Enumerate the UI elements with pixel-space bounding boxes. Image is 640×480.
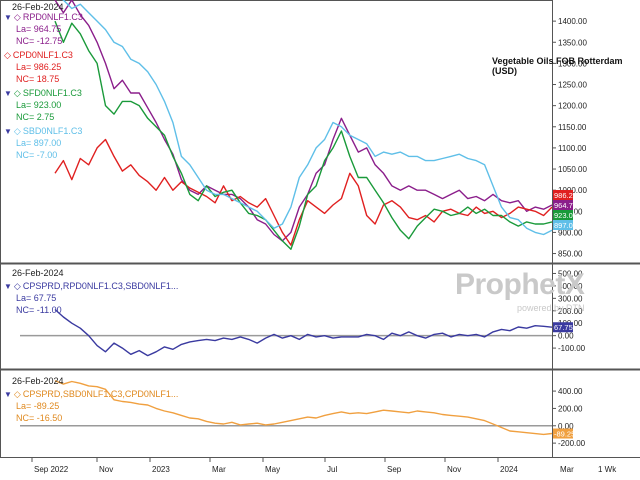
x-tick-label: Jul xyxy=(327,465,337,474)
y-tick-label: 400.00 xyxy=(558,282,583,291)
legend-cpd[interactable]: ◇ CPD0NLF1.C3 xyxy=(4,50,73,60)
y-tick-label: 1050.00 xyxy=(558,165,587,174)
logo-tagline: powered by DTN xyxy=(517,303,585,313)
last-value-tag xyxy=(553,200,573,210)
triangle-down-icon: ▼ xyxy=(4,390,12,399)
last-value-label: 964.75 xyxy=(554,201,577,210)
diamond-icon: ◇ xyxy=(13,12,21,22)
legend-rpd-last: La= 964.75 xyxy=(16,24,62,34)
y-tick-label: 200.00 xyxy=(558,307,583,316)
panel1-title: Vegetable Oils FOB Rotterdam (USD) xyxy=(492,56,623,76)
legend-sbd-change: NC= -7.00 xyxy=(16,150,58,160)
panel2-date: 26-Feb-2024 xyxy=(12,268,64,278)
y-tick-label: 0.00 xyxy=(558,332,574,341)
y-tick-label: -100.00 xyxy=(558,344,586,353)
legend-sbd-last: La= 897.00 xyxy=(16,138,62,148)
legend-rpd-change: NC= -12.75 xyxy=(16,36,63,46)
y-tick-label: 300.00 xyxy=(558,294,583,303)
last-value-tag xyxy=(553,428,573,439)
x-tick-label: Mar xyxy=(212,465,226,474)
x-tick-label: Sep 2022 xyxy=(34,465,69,474)
y-tick-label: 200.00 xyxy=(558,404,583,413)
y-tick-label: 900.00 xyxy=(558,228,583,237)
y-tick-label: 850.00 xyxy=(558,250,583,259)
x-tick-label: Nov xyxy=(99,465,113,474)
y-tick-label: 500.00 xyxy=(558,269,583,278)
x-tick-label: 2024 xyxy=(500,465,518,474)
last-value-tag xyxy=(553,210,573,220)
legend-sfd[interactable]: ▼ ◇ SFD0NLF1.C3 xyxy=(4,88,82,98)
x-corner-label: 1 Wk xyxy=(598,465,617,474)
y-tick-label: 1350.00 xyxy=(558,38,587,47)
legend-spread1-change: NC= -11.00 xyxy=(16,305,62,315)
legend-sbd[interactable]: ▼ ◇ SBD0NLF1.C3 xyxy=(4,126,83,136)
last-value-label: 986.25 xyxy=(554,191,577,200)
y-tick-label: 0.00 xyxy=(558,422,574,431)
triangle-down-icon: ▼ xyxy=(4,127,12,136)
legend-cpd-change: NC= 18.75 xyxy=(16,74,60,84)
legend-sfd-change: NC= 2.75 xyxy=(16,112,55,122)
x-tick-label: 2023 xyxy=(152,465,170,474)
x-tick-label: Sep xyxy=(387,465,402,474)
triangle-down-icon: ▼ xyxy=(4,89,12,98)
panel3-date: 26-Feb-2024 xyxy=(12,376,64,386)
last-value-label: 897.00 xyxy=(554,221,577,230)
series-line xyxy=(54,20,553,251)
diamond-icon: ◇ xyxy=(13,389,21,399)
diamond-icon: ◇ xyxy=(4,50,11,60)
y-tick-label: -200.00 xyxy=(558,439,586,448)
y-tick-label: 400.00 xyxy=(558,387,583,396)
last-value-tag xyxy=(553,322,573,333)
last-value-tag xyxy=(553,220,573,230)
y-tick-label: 1100.00 xyxy=(558,144,587,153)
diamond-icon: ◇ xyxy=(13,88,21,98)
legend-sfd-last: La= 923.00 xyxy=(16,100,62,110)
series-line xyxy=(54,308,553,357)
logo-name: ProphetX xyxy=(455,268,585,301)
y-tick-label: 1200.00 xyxy=(558,102,587,111)
series-line xyxy=(61,0,553,236)
legend-rpd[interactable]: ▼ ◇ RPD0NLF1.C3 xyxy=(4,12,83,22)
triangle-down-icon: ▼ xyxy=(4,282,12,291)
legend-spread1-last: La= 67.75 xyxy=(16,293,57,303)
x-tick-label: Mar xyxy=(560,465,574,474)
last-value-label: 67.75 xyxy=(554,323,573,332)
prophetx-logo: ProphetX powered by DTN xyxy=(455,268,585,313)
legend-spread1[interactable]: ▼ ◇ CPSPRD,RPD0NLF1.C3,SBD0NLF1... xyxy=(4,281,179,291)
diamond-icon: ◇ xyxy=(13,281,21,291)
series-line xyxy=(54,380,553,436)
x-tick-label: Nov xyxy=(447,465,461,474)
y-tick-label: 1300.00 xyxy=(558,59,587,68)
last-value-label: 923.00 xyxy=(554,211,577,220)
last-value-label: -89.25 xyxy=(554,430,575,439)
diamond-icon: ◇ xyxy=(13,126,21,136)
panel1-date: 26-Feb-2024 xyxy=(12,2,64,12)
triangle-down-icon: ▼ xyxy=(4,13,12,22)
legend-cpd-last: La= 986.25 xyxy=(16,62,62,72)
series-line xyxy=(54,138,553,246)
y-tick-label: 1400.00 xyxy=(558,17,587,26)
legend-spread2[interactable]: ▼ ◇ CPSPRD,SBD0NLF1.C3,CPD0NLF1... xyxy=(4,389,179,399)
x-tick-label: May xyxy=(265,465,280,474)
last-value-tag xyxy=(553,190,573,200)
legend-spread2-change: NC= -16.50 xyxy=(16,413,63,423)
y-tick-label: 1150.00 xyxy=(558,123,587,132)
y-tick-label: 1250.00 xyxy=(558,81,587,90)
series-line xyxy=(54,0,553,242)
legend-spread2-last: La= -89.25 xyxy=(16,401,60,411)
